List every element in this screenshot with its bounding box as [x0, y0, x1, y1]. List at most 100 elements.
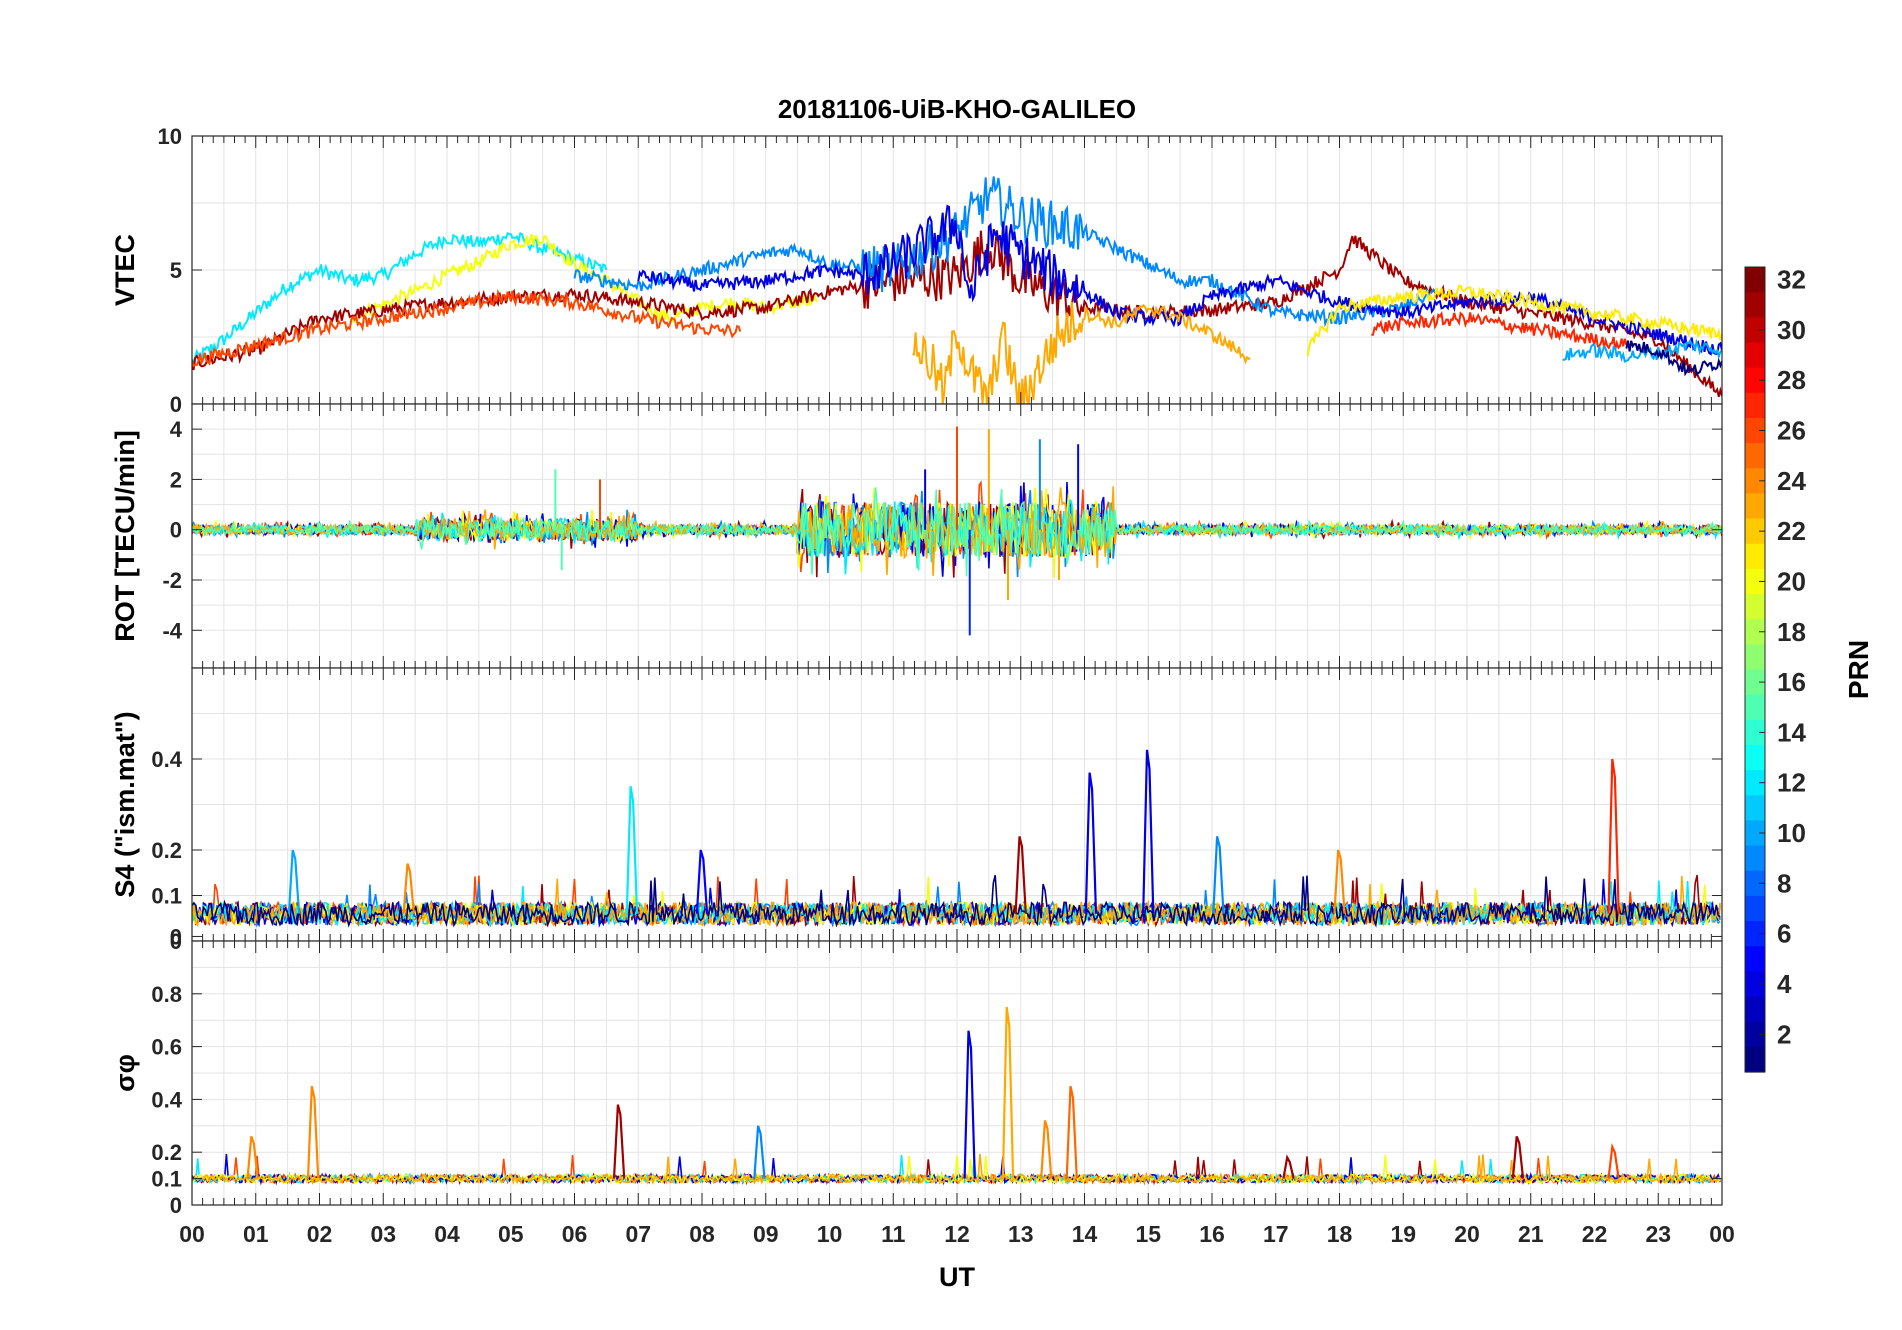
x-ticks — [191, 136, 1723, 404]
colorbar-tick-label: 14 — [1777, 717, 1806, 747]
x-tick-label: 02 — [307, 1221, 333, 1247]
vtec-series-prn-4 — [637, 204, 1722, 356]
x-tick-label: 19 — [1390, 1221, 1416, 1247]
x-ticks — [191, 404, 1723, 668]
colorbar-tick-label: 22 — [1777, 516, 1806, 546]
panel-2: -4 -2 0 2 4 ROT [TECU/min] — [110, 403, 1723, 669]
y-tick-label: 0.8 — [151, 982, 182, 1007]
x-tick-label: 09 — [753, 1221, 779, 1247]
peak-prn-5 — [695, 849, 709, 914]
y-tick-label: 0 — [170, 518, 182, 543]
y-tick-label: 0 — [170, 924, 182, 949]
colorbar-segment — [1745, 694, 1765, 721]
vtec-series-prn-20 — [350, 233, 818, 325]
colorbar-segment — [1745, 342, 1765, 369]
plot-content — [192, 749, 1721, 928]
colorbar-segment — [1745, 292, 1765, 318]
peak-prn-26 — [1607, 1142, 1620, 1179]
colorbar-segment — [1745, 870, 1765, 897]
colorbar-segment — [1745, 367, 1765, 394]
y-tick-label: 0 — [170, 929, 182, 954]
colorbar-segment — [1745, 392, 1765, 419]
y-tick-label: 0.4 — [151, 747, 182, 772]
y-tick-label: 0.4 — [151, 1087, 182, 1112]
x-tick-label: 10 — [817, 1221, 843, 1247]
colorbar-segment — [1745, 594, 1765, 620]
colorbar-tick-label: 20 — [1777, 566, 1806, 596]
peak-prn-10 — [287, 849, 301, 914]
y-axis-title: σφ — [110, 1054, 140, 1092]
y-tick-label: 0 — [170, 1193, 182, 1218]
y-tick-label: 0.2 — [151, 1140, 182, 1165]
colorbar-tick-label: 16 — [1777, 667, 1806, 697]
y-tick-label: 0.1 — [151, 884, 182, 909]
colorbar-tick-label: 10 — [1777, 818, 1806, 848]
x-tick-label: 17 — [1263, 1221, 1289, 1247]
peak-prn-27 — [1607, 758, 1620, 914]
x-tick-label: 16 — [1199, 1221, 1225, 1247]
series-prn-1 — [192, 875, 1721, 928]
colorbar-tick-label: 4 — [1777, 969, 1792, 999]
colorbar-tick-label: 30 — [1777, 315, 1806, 345]
colorbar-segment — [1745, 845, 1765, 872]
colorbar-segment — [1745, 795, 1765, 822]
x-tick-label: 00 — [179, 1221, 205, 1247]
y-tick-label: 4 — [170, 417, 183, 442]
vtec-series-prn-21 — [1306, 284, 1722, 357]
y-axis-title: ROT [TECU/min] — [110, 430, 140, 641]
vtec-series-prn-9 — [573, 176, 1436, 328]
chart-title: 20181106-UiB-KHO-GALILEO — [778, 94, 1136, 124]
x-tick-label: 15 — [1135, 1221, 1161, 1247]
colorbar-segment — [1745, 971, 1765, 998]
rot-series-prn-15 — [192, 487, 1722, 577]
colorbar-segment — [1745, 619, 1765, 645]
vtec-series-prn-27 — [1371, 310, 1628, 350]
rot-series-prn-23 — [192, 486, 1722, 576]
x-tick-label: 03 — [370, 1221, 396, 1247]
colorbar-tick-label: 8 — [1777, 868, 1791, 898]
y-tick-label: -4 — [162, 618, 182, 643]
colorbar-segment — [1745, 719, 1765, 746]
panel-1: 0 5 10 VTEC — [110, 124, 1723, 417]
peak-prn-4 — [1084, 772, 1098, 914]
peak-prn-25 — [1065, 1085, 1078, 1179]
x-tick-label: 11 — [881, 1221, 906, 1247]
colorbar-segment — [1745, 895, 1765, 922]
y-tick-label: 5 — [170, 258, 182, 283]
y-tick-label: 2 — [170, 467, 182, 492]
x-tick-label: 01 — [243, 1221, 269, 1247]
peak-prn-31 — [612, 1104, 626, 1179]
y-tick-label: 0.6 — [151, 1035, 182, 1060]
colorbar-segment — [1745, 267, 1765, 293]
colorbar-label: PRN — [1843, 640, 1874, 699]
panel-4: 00.10.2 0.4 0.6 0.8 σφ — [110, 940, 1723, 1218]
x-tick-label: 22 — [1582, 1221, 1608, 1247]
x-tick-label: 05 — [498, 1221, 524, 1247]
peak-prn-24 — [306, 1085, 320, 1179]
colorbar-segment — [1745, 417, 1765, 444]
colorbar-tick-label: 24 — [1777, 466, 1806, 496]
peak-prn-31 — [1014, 836, 1027, 914]
plot-content — [192, 176, 1722, 404]
colorbar-segment — [1745, 493, 1765, 520]
x-tick-label: 00 — [1709, 1221, 1735, 1247]
x-tick-label: 20 — [1454, 1221, 1480, 1247]
vtec-series-prn-1 — [1625, 340, 1722, 377]
x-tick-label: 21 — [1518, 1221, 1544, 1247]
y-tick-label: 0.1 — [151, 1167, 182, 1192]
colorbar-segment — [1745, 996, 1765, 1023]
x-tick-label: 13 — [1008, 1221, 1034, 1247]
series-prn-23 — [192, 1153, 1721, 1186]
x-tick-label: 14 — [1072, 1221, 1098, 1247]
colorbar-segment — [1745, 644, 1765, 671]
peak-prn-24 — [402, 863, 415, 914]
x-axis-title: UT — [939, 1262, 975, 1292]
x-tick-label: 08 — [689, 1221, 715, 1247]
panel-3: 00 0.1 0.2 0.4 S4 ("ism.mat") — [110, 667, 1723, 954]
colorbar-tick-label: 28 — [1777, 365, 1806, 395]
y-tick-label: -2 — [162, 568, 182, 593]
colorbar-segment — [1745, 317, 1765, 344]
vtec-series-prn-26 — [192, 288, 742, 368]
